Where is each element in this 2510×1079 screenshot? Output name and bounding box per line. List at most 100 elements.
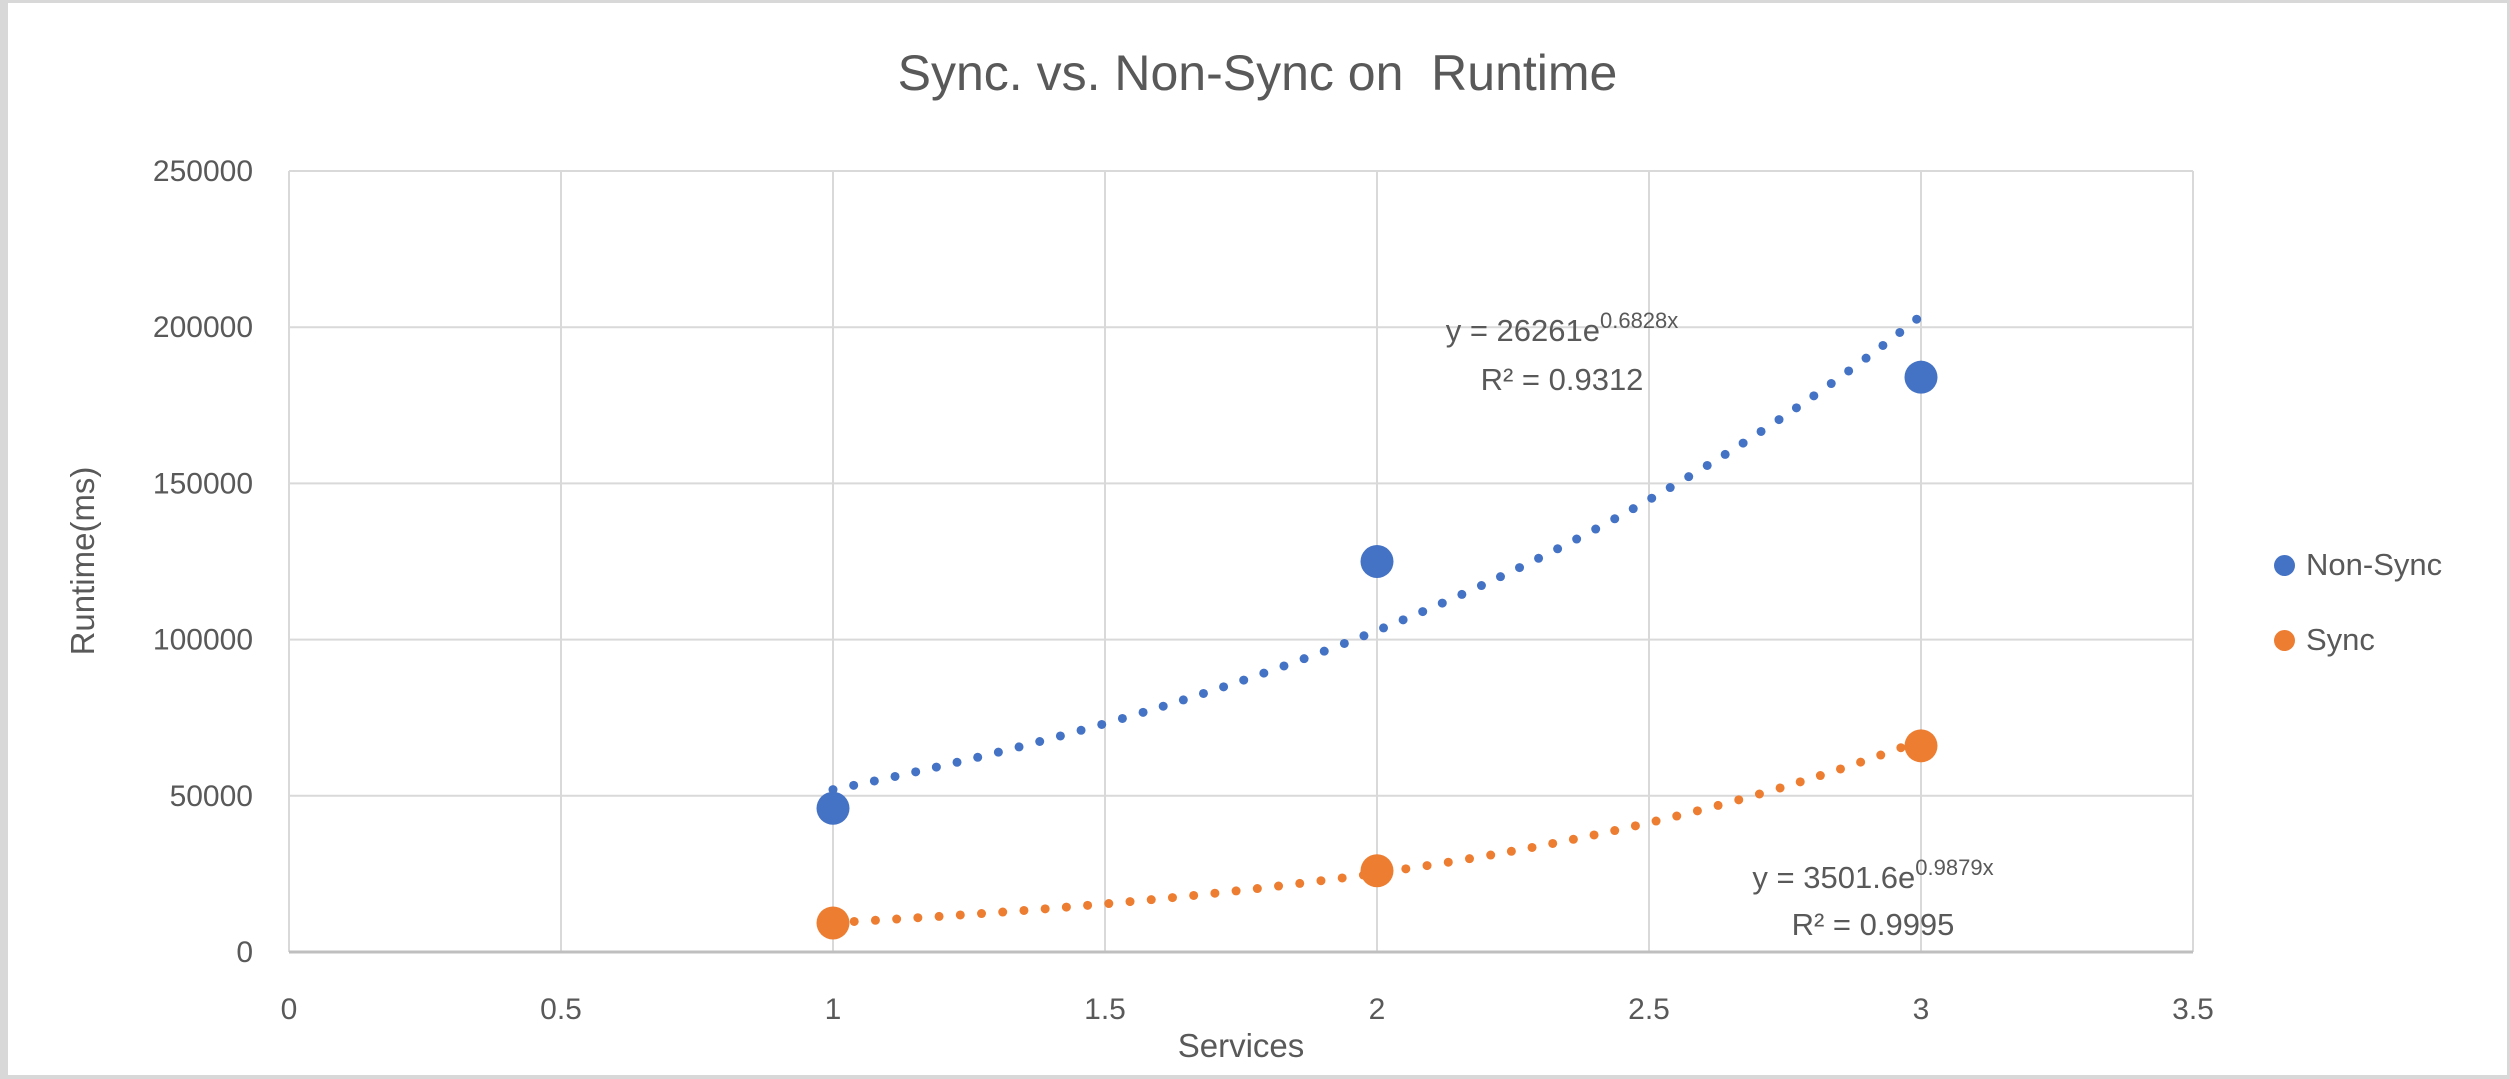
data-point-non-sync[interactable] [1904,360,1938,394]
trendline-dot-sync [870,915,880,925]
trendline-dot-sync [1713,800,1723,810]
trendline-dot-sync [892,914,902,924]
trendline-dot-non-sync [1379,623,1389,633]
trendline-dot-non-sync [1014,742,1024,752]
legend-item-sync[interactable]: Sync [2274,616,2442,664]
trendline-dot-sync [1795,777,1805,787]
y-tick-label: 100000 [153,624,253,657]
trendline-dot-non-sync [1076,725,1086,735]
trendline-dot-non-sync [1055,731,1065,741]
trendline-dot-non-sync [1515,563,1525,573]
trendline-dot-non-sync [1117,713,1127,723]
trendline-dot-sync [955,910,965,920]
legend-label: Non-Sync [2306,547,2443,582]
trendline-dot-non-sync [1647,493,1657,503]
equation-line: y = 26261e0.6828x [1445,307,1679,348]
trendline-dot-sync [1610,826,1620,836]
trendline-dot-non-sync [1895,327,1905,337]
y-axis-title: Runtime(ms) [64,466,101,656]
trendline-dot-non-sync [1138,707,1148,717]
trendline-dot-sync [1061,902,1071,912]
trendline-dot-sync [1506,846,1516,856]
trendline-dot-sync [1210,888,1220,898]
trendline-dot-sync [1316,876,1326,886]
y-tick-label: 250000 [153,155,253,188]
trendline-dot-non-sync [1457,589,1467,599]
trendline-dot-sync [1464,854,1474,864]
x-tick-label: 3.5 [2172,993,2214,1026]
trendline-dot-non-sync [973,752,983,762]
trendline-dot-non-sync [1861,353,1871,363]
trendline-dot-sync [1754,789,1764,799]
x-tick-label: 2 [1369,993,1386,1026]
trendline-dot-non-sync [1720,449,1730,459]
trendline-dot-non-sync [1756,426,1766,436]
trendline-dot-non-sync [890,771,900,781]
trendline-dot-non-sync [1738,438,1748,448]
trendline-dot-sync [1568,834,1578,844]
trendline-dot-non-sync [1684,472,1694,482]
trendline-dot-non-sync [1572,534,1582,544]
equation-exponent: 0.6828x [1599,307,1679,333]
legend-marker-non-sync-icon [2274,554,2295,576]
trendline-dot-non-sync [1219,682,1229,692]
trendline-equation-non-sync[interactable]: y = 26261e0.6828x R² = 0.9312 [1446,306,1679,404]
trendline-dot-sync [849,916,859,926]
trendline-dot-sync [1125,897,1135,907]
trendline-dot-non-sync [1495,572,1505,582]
trendline-dot-sync [1651,816,1661,826]
trendline-dot-sync [1167,893,1177,903]
scatter-plot: 0 0.5 1 1.5 2 2.5 3 3.5 0 50000 100000 150000 200000… [153,155,2214,1026]
trendline-dot-sync [1189,890,1199,900]
trendline-dot-non-sync [1339,638,1349,648]
x-tick-label: 2.5 [1628,993,1670,1026]
y-tick-label: 150000 [153,467,253,500]
equation-line: y = 3501.6e0.9879x [1752,854,1994,895]
trendline-dot-sync [1146,895,1156,905]
x-tick-label: 3 [1913,993,1930,1026]
trendline-dot-non-sync [869,776,879,786]
trendline-dot-non-sync [911,767,921,777]
trendline-dot-sync [1019,905,1029,915]
trendline-dot-non-sync [1035,737,1045,747]
data-point-sync[interactable] [1904,729,1938,763]
data-point-non-sync[interactable] [816,791,850,825]
data-point-non-sync[interactable] [1360,545,1394,578]
trendline-dot-sync [1083,900,1093,910]
trendline-dot-non-sync [1198,688,1208,698]
trendline-equation-sync[interactable]: y = 3501.6e0.9879x R² = 0.9995 [1752,854,1993,948]
trendline-dot-non-sync [1319,646,1329,656]
data-point-sync[interactable] [1360,854,1394,888]
trendline-dot-non-sync [1610,514,1620,524]
trendline-dot-non-sync [849,780,859,790]
trendline-dot-sync [1692,806,1702,816]
x-tick-label: 0.5 [540,993,582,1026]
trendline-dot-sync [934,911,944,921]
trendline-dot-sync [1040,904,1050,914]
r-squared-line: R² = 0.9995 [1791,907,1955,942]
trendline-dot-non-sync [1826,379,1836,389]
y-tick-label: 50000 [170,780,253,813]
trendline-dot-sync [1775,783,1785,793]
trendline-dot-sync [1274,881,1284,891]
trendline-dot-non-sync [1299,654,1309,664]
trendline-dot-sync [1548,838,1558,848]
legend-item-non-sync[interactable]: Non-Sync [2274,541,2442,589]
trendline-dot-non-sync [1534,553,1544,563]
trendline-dot-non-sync [1359,631,1369,641]
x-tick-label: 1 [825,993,842,1026]
trendline-dot-sync [1104,899,1114,909]
trendline-dot-sync [1422,861,1432,871]
trendline-dot-non-sync [1279,661,1289,671]
trendline-dot-sync [1835,764,1845,774]
trendline-dot-non-sync [1418,607,1428,617]
trendline-dot-non-sync [1239,675,1249,685]
trendline-dot-sync [1337,873,1347,883]
trendline-dot-sync [1401,864,1411,874]
data-point-sync[interactable] [816,906,850,940]
trendline-dot-non-sync [993,747,1003,757]
trendline-dot-sync [1443,857,1453,867]
trendline-dot-non-sync [1791,403,1801,413]
legend-marker-sync-icon [2274,629,2295,651]
